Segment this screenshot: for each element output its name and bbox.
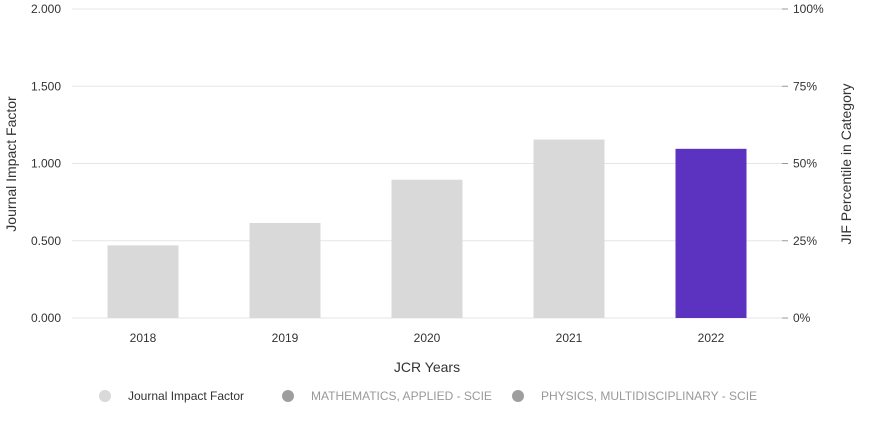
bar-2018[interactable]	[107, 245, 179, 318]
legend-marker	[282, 390, 294, 402]
y-axis-title: Journal Impact Factor	[3, 96, 19, 232]
bars	[107, 139, 747, 318]
legend: Journal Impact Factor MATHEMATICS, APPLIE…	[99, 389, 757, 403]
y2-tick-label: 0%	[793, 311, 811, 325]
y-tick-label: 2.000	[31, 2, 61, 16]
y2-tick-label: 25%	[793, 234, 817, 248]
y-tick-label: 1.000	[31, 157, 61, 171]
x-tick-label: 2019	[272, 331, 299, 345]
y2-tick-label: 75%	[793, 79, 817, 93]
x-tick-label: 2021	[556, 331, 583, 345]
legend-item[interactable]: Journal Impact Factor	[99, 389, 244, 403]
bar-2022[interactable]	[675, 148, 747, 318]
x-tick-label: 2022	[698, 331, 725, 345]
legend-marker	[512, 390, 524, 402]
y-axis-ticks: 0.000 0.500 1.000 1.500 2.000	[31, 2, 61, 325]
legend-item[interactable]: PHYSICS, MULTIDISCIPLINARY - SCIE	[512, 389, 757, 403]
legend-label: MATHEMATICS, APPLIED - SCIE	[311, 389, 492, 403]
legend-label: PHYSICS, MULTIDISCIPLINARY - SCIE	[541, 389, 757, 403]
x-axis-title: JCR Years	[394, 359, 460, 375]
y2-tick-label: 100%	[793, 2, 824, 16]
bar-2019[interactable]	[249, 222, 321, 318]
y2-axis-ticks: 0% 25% 50% 75% 100%	[782, 2, 824, 325]
x-tick-label: 2018	[130, 331, 157, 345]
y-tick-label: 0.500	[31, 234, 61, 248]
grid-lines	[72, 8, 782, 319]
y2-tick-label: 50%	[793, 157, 817, 171]
y-tick-label: 0.000	[31, 311, 61, 325]
x-tick-label: 2020	[414, 331, 441, 345]
bar-2020[interactable]	[391, 179, 463, 318]
y-tick-label: 1.500	[31, 79, 61, 93]
y2-axis-title: JIF Percentile in Category	[838, 83, 854, 244]
legend-label: Journal Impact Factor	[128, 389, 244, 403]
x-axis-ticks: 2018 2019 2020 2021 2022	[130, 331, 725, 345]
bar-2021[interactable]	[533, 139, 605, 318]
legend-item[interactable]: MATHEMATICS, APPLIED - SCIE	[282, 389, 492, 403]
legend-marker	[99, 390, 111, 402]
